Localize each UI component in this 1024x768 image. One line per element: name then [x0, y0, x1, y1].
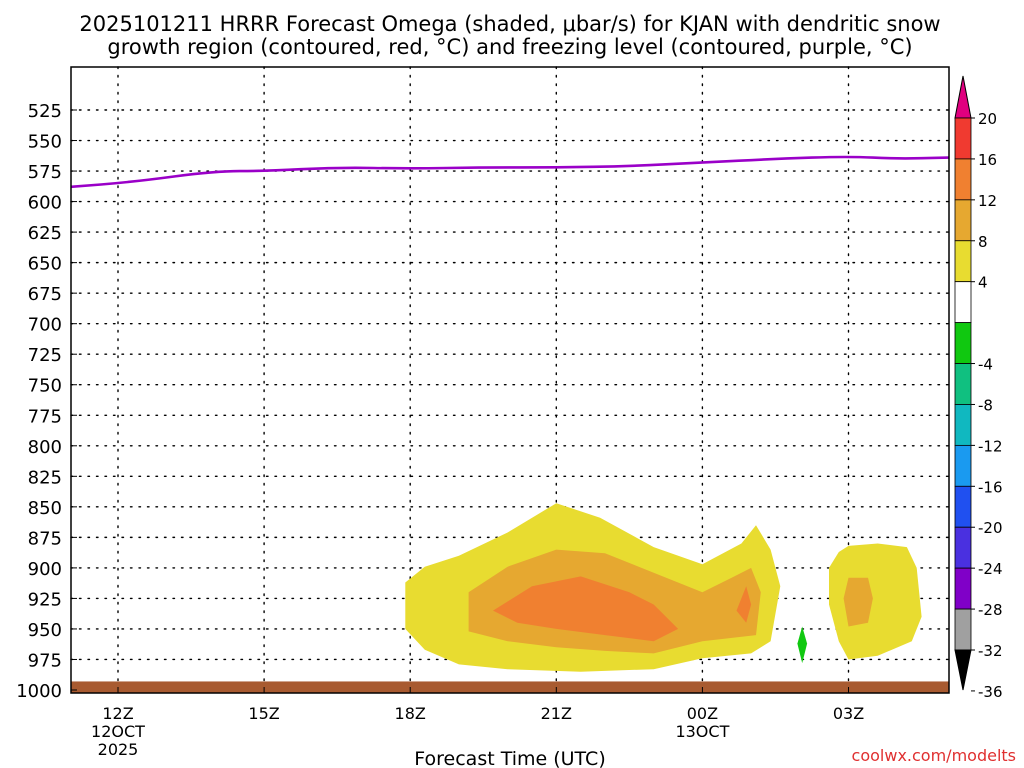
y-tick-label: 1000	[16, 681, 62, 702]
colorbar-segment	[954, 608, 972, 651]
freezing-level-line	[71, 155, 949, 189]
omega-region	[797, 626, 808, 664]
x-tick-label: 15Z	[248, 704, 279, 723]
x-axis-label: Forecast Time (UTC)	[414, 748, 605, 768]
x-tick-label: 03Z	[833, 704, 864, 723]
x-date-label: 12OCT	[91, 722, 145, 741]
colorbar-tick-label: -24	[978, 560, 1003, 578]
colorbar-segment	[954, 567, 972, 610]
colorbar-tick-label: 20	[978, 110, 997, 128]
x-tick-label: 21Z	[541, 704, 572, 723]
colorbar: 20 16 12 8 4 -4 -8 -12 -16 -20 -24 -28 -32 -36	[954, 75, 1003, 701]
watermark: coolwx.com/modelts	[852, 746, 1016, 765]
y-tick-label: 800	[28, 437, 62, 458]
y-tick-label: 875	[28, 528, 62, 549]
colorbar-tick-label: -20	[978, 519, 1003, 537]
colorbar-tick-label: 12	[978, 192, 997, 210]
chart-title-line1: 2025101211 HRRR Forecast Omega (shaded, …	[79, 12, 940, 36]
colorbar-cap-top	[954, 75, 972, 119]
x-tick-label: 18Z	[395, 704, 426, 723]
omega-shading-layer	[405, 503, 922, 672]
x-date-label: 13OCT	[675, 722, 729, 741]
colorbar-segment	[954, 240, 972, 283]
colorbar-segment	[954, 363, 972, 405]
colorbar-tick-label: -36	[978, 683, 1003, 701]
y-tick-label: 950	[28, 620, 62, 641]
y-tick-label: 925	[28, 589, 62, 610]
colorbar-segment	[954, 404, 972, 446]
y-tick-label: 825	[28, 467, 62, 488]
chart-title-line2: growth region (contoured, red, °C) and f…	[107, 35, 912, 59]
x-tick-label: 12Z	[102, 704, 133, 723]
y-tick-label: 600	[28, 193, 62, 214]
colorbar-tick-label: -4	[978, 356, 993, 374]
x-tick-label: 00Z	[687, 704, 718, 723]
y-axis: 525 550 575 600 625 650 675 700 725 750 775 800 825 8…	[16, 101, 77, 702]
colorbar-tick-label: -8	[978, 396, 993, 414]
y-tick-label: 650	[28, 254, 62, 275]
colorbar-segment	[954, 444, 972, 487]
colorbar-segment	[954, 199, 972, 242]
y-tick-label: 775	[28, 406, 62, 427]
freezing-level-layer	[71, 155, 949, 189]
y-tick-label: 700	[28, 315, 62, 336]
plot-frame	[70, 66, 950, 694]
omega-region	[493, 576, 679, 642]
colorbar-tick-label: 8	[978, 233, 988, 251]
x-year-label: 2025	[98, 740, 139, 759]
y-tick-label: 975	[28, 650, 62, 671]
y-tick-label: 850	[28, 498, 62, 519]
colorbar-tick-label: 16	[978, 151, 997, 169]
colorbar-tick-label: -32	[978, 642, 1003, 660]
colorbar-segment	[954, 526, 972, 569]
colorbar-tick-label: -12	[978, 437, 1003, 455]
terrain-layer	[71, 681, 949, 693]
omega-region	[843, 577, 873, 627]
colorbar-cap-bottom	[954, 649, 972, 691]
y-tick-label: 675	[28, 284, 62, 305]
omega-region	[736, 586, 752, 623]
colorbar-segment	[954, 322, 972, 364]
y-tick-label: 725	[28, 345, 62, 366]
colorbar-segment	[954, 281, 972, 324]
colorbar-tick-label: -28	[978, 601, 1003, 619]
y-tick-label: 750	[28, 376, 62, 397]
y-tick-label: 625	[28, 223, 62, 244]
y-tick-label: 900	[28, 559, 62, 580]
y-tick-label: 550	[28, 132, 62, 153]
colorbar-segment	[954, 158, 972, 201]
y-tick-label: 525	[28, 101, 62, 122]
colorbar-segment	[954, 117, 972, 160]
y-tick-label: 575	[28, 162, 62, 183]
colorbar-tick-label: -16	[978, 478, 1003, 496]
terrain-surface	[71, 681, 949, 693]
omega-region	[829, 543, 922, 660]
colorbar-tick-label: 4	[978, 274, 988, 292]
colorbar-segment	[954, 485, 972, 528]
